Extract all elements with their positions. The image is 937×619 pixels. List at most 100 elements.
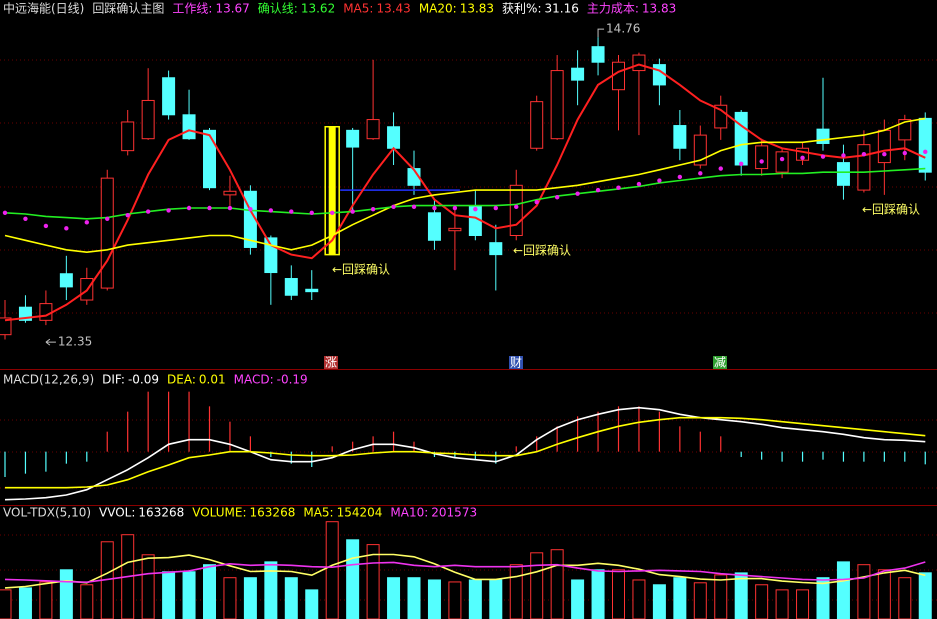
volume-bar bbox=[652, 584, 666, 619]
volume-bar bbox=[550, 549, 564, 619]
dot bbox=[677, 174, 683, 180]
dot bbox=[186, 205, 192, 211]
legend-label: MA10: bbox=[390, 506, 428, 520]
candle-body bbox=[877, 129, 891, 164]
volume-bar bbox=[468, 579, 482, 619]
legend-value: -0.19 bbox=[277, 373, 308, 387]
dot bbox=[2, 210, 8, 215]
marker-label: 财 bbox=[510, 356, 522, 370]
volume-bar bbox=[325, 521, 339, 619]
dot bbox=[452, 205, 458, 211]
legend-label: 主力成本: bbox=[587, 2, 639, 16]
marker-box bbox=[324, 356, 338, 369]
volume-bar bbox=[284, 577, 298, 619]
candle-body bbox=[652, 64, 666, 86]
volume-bar bbox=[796, 589, 810, 619]
candle-body bbox=[0, 317, 12, 336]
dot bbox=[350, 209, 355, 214]
legend-value: 163268 bbox=[138, 506, 184, 520]
candle-body bbox=[59, 273, 73, 288]
legend-label: VOLUME: bbox=[192, 506, 246, 520]
dot bbox=[534, 199, 539, 205]
volume-bar bbox=[39, 581, 53, 619]
legend-value: -0.09 bbox=[128, 373, 159, 387]
legend-label: VVOL: bbox=[99, 506, 135, 520]
candle-body bbox=[857, 144, 871, 191]
legend-label: MA5: bbox=[303, 506, 333, 520]
volume-bar bbox=[387, 577, 401, 619]
dot bbox=[493, 205, 498, 211]
candle-body bbox=[509, 184, 523, 236]
legend-label: 工作线: bbox=[172, 2, 212, 16]
dot bbox=[861, 152, 867, 157]
candle-body bbox=[489, 242, 503, 256]
candle-body bbox=[918, 117, 932, 173]
volume-bar bbox=[448, 581, 462, 619]
legend-value: 163268 bbox=[250, 506, 296, 520]
volume-bar bbox=[59, 569, 73, 619]
legend-value: 0.01 bbox=[199, 373, 226, 387]
candle-body bbox=[612, 61, 625, 91]
high-pointer bbox=[597, 28, 605, 38]
candle-body bbox=[898, 119, 912, 141]
marker-box bbox=[713, 356, 727, 369]
annotation: ←回踩确认 bbox=[332, 263, 390, 277]
candle-body bbox=[366, 119, 380, 140]
candle-body bbox=[632, 54, 646, 72]
dot bbox=[43, 223, 49, 229]
candle-body bbox=[182, 114, 196, 140]
candle-body bbox=[714, 104, 728, 129]
annotation: ←回踩确认 bbox=[513, 244, 571, 258]
volume-bar bbox=[407, 577, 421, 619]
dot bbox=[105, 216, 110, 221]
candle-body bbox=[427, 212, 441, 241]
candle-body bbox=[387, 126, 401, 149]
dot bbox=[145, 209, 151, 214]
dot bbox=[64, 226, 69, 231]
marker-box bbox=[509, 356, 523, 369]
dot bbox=[289, 209, 294, 214]
dot bbox=[554, 195, 560, 200]
volume-bar bbox=[918, 572, 932, 619]
series-line bbox=[4, 406, 926, 501]
series-line bbox=[5, 416, 926, 489]
candle-body bbox=[530, 101, 544, 149]
candle-body bbox=[141, 99, 155, 140]
legend-value: 13.43 bbox=[376, 2, 410, 16]
candle-body bbox=[100, 177, 114, 289]
dot bbox=[84, 220, 90, 225]
dot bbox=[882, 152, 887, 157]
legend-value: 13.83 bbox=[642, 2, 676, 16]
volume-bar bbox=[816, 577, 830, 619]
dot bbox=[595, 187, 601, 193]
dot bbox=[432, 205, 437, 211]
dot bbox=[227, 205, 233, 211]
series-line bbox=[4, 63, 926, 322]
marker-label: 涨 bbox=[325, 355, 337, 370]
dot bbox=[657, 178, 662, 183]
dot bbox=[636, 181, 642, 187]
candle-body bbox=[673, 125, 687, 149]
candle-body bbox=[571, 67, 585, 81]
dot bbox=[207, 205, 212, 211]
volume-bar bbox=[0, 589, 12, 619]
volume-bar bbox=[509, 564, 523, 619]
volume-bar bbox=[427, 579, 441, 619]
volume-bar bbox=[223, 577, 237, 619]
series-line bbox=[4, 561, 926, 584]
dot bbox=[759, 159, 764, 164]
candle-body bbox=[328, 126, 336, 256]
volume-bar bbox=[182, 571, 196, 619]
candle-body bbox=[346, 129, 360, 148]
candle-body bbox=[734, 111, 748, 166]
volume-bar bbox=[305, 589, 319, 619]
dot bbox=[820, 154, 826, 159]
volume-bar bbox=[141, 554, 155, 619]
series-line bbox=[4, 167, 926, 220]
volume-bar bbox=[591, 569, 605, 619]
candle-body bbox=[203, 129, 216, 189]
candle-body bbox=[755, 145, 769, 170]
low-pointer bbox=[45, 338, 56, 346]
volume-bar bbox=[18, 587, 32, 619]
legend-value: 13.62 bbox=[301, 2, 335, 16]
